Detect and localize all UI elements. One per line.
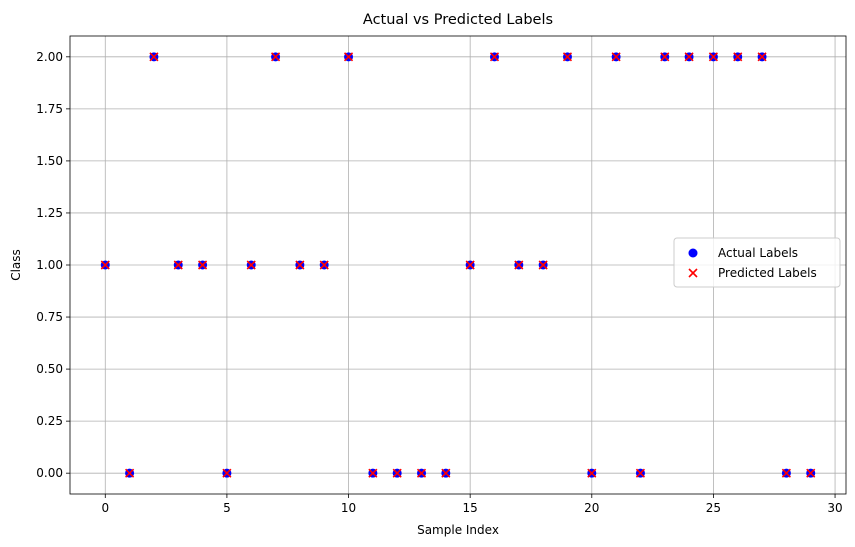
x-tick-label: 10 [341,501,356,515]
x-tick-label: 15 [463,501,478,515]
predicted-point [125,468,135,478]
predicted-point [198,260,208,270]
predicted-point [806,468,816,478]
predicted-point [781,468,791,478]
x-axis-label: Sample Index [417,523,499,537]
legend-label-actual: Actual Labels [718,246,798,260]
predicted-point [100,260,110,270]
y-tick-label: 0.00 [36,466,63,480]
predicted-point [489,52,500,62]
predicted-point [319,260,329,270]
predicted-point [514,260,524,270]
predicted-point [635,468,646,478]
y-tick-label: 1.00 [36,258,63,272]
chart-title: Actual vs Predicted Labels [363,12,553,28]
predicted-point [660,52,670,62]
predicted-point [441,468,451,478]
x-tick-label: 5 [223,501,231,515]
legend-box [673,237,841,288]
predicted-point [538,260,548,270]
predicted-point [295,260,305,270]
x-tick-label: 25 [706,501,721,515]
legend-marker-predicted [688,268,698,278]
legend-label-predicted: Predicted Labels [718,266,817,280]
plot-frame [69,35,847,495]
predicted-point [733,52,743,62]
y-axis-label: Class [9,249,23,281]
y-tick-label: 0.50 [36,362,63,376]
predicted-point [562,52,573,62]
y-tick-label: 1.75 [36,102,63,116]
y-tick-label: 1.25 [36,206,63,220]
x-tick-label: 20 [584,501,599,515]
predicted-point [368,468,378,478]
predicted-point [246,260,256,270]
y-tick-label: 1.50 [36,154,63,168]
predicted-point [587,468,597,478]
predicted-point [149,52,159,62]
predicted-point [392,468,402,478]
predicted-point [173,260,183,270]
x-tick-label: 30 [827,501,842,515]
predicted-point [708,52,718,62]
legend-marker-actual [688,248,698,258]
axis-ticks: 0 5 10 15 20 25 30 0.00 0.25 0.50 0.75 1.00 1.25 1.50… [36,50,842,515]
grid [70,36,846,494]
predicted-point [757,52,767,62]
predicted-point [222,468,232,478]
predicted-point [270,52,281,62]
predicted-point [684,52,694,62]
predicted-point [611,52,621,62]
predicted-point [343,52,354,62]
predicted-point [465,260,475,270]
y-tick-label: 0.25 [36,414,63,428]
y-tick-label: 0.75 [36,310,63,324]
legend: Actual Labels Predicted Labels [673,237,841,288]
data-points [100,52,816,478]
y-tick-label: 2.00 [36,50,63,64]
predicted-point [416,468,427,478]
x-tick-label: 0 [101,501,109,515]
